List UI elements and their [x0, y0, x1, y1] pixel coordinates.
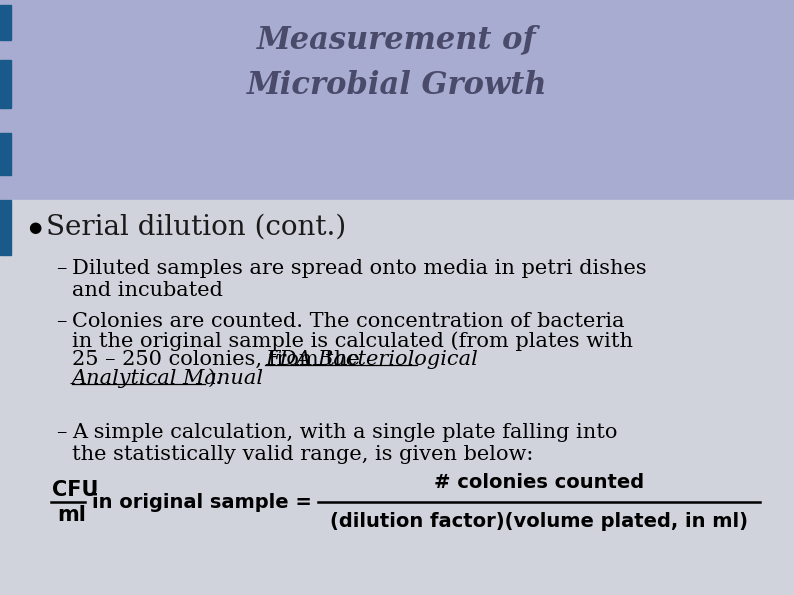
Text: Analytical Manual: Analytical Manual	[72, 369, 264, 388]
Text: # colonies counted: # colonies counted	[434, 473, 644, 492]
Text: FDA Bacteriological: FDA Bacteriological	[265, 350, 478, 369]
Bar	[0, 5, 11, 40]
Text: 25 – 250 colonies, from the: 25 – 250 colonies, from the	[72, 350, 367, 369]
Bar	[0, 60, 11, 108]
Text: ml: ml	[57, 505, 86, 525]
Text: –: –	[56, 312, 67, 331]
Text: Diluted samples are spread onto media in petri dishes
and incubated: Diluted samples are spread onto media in…	[72, 259, 646, 300]
Text: Colonies are counted. The concentration of bacteria: Colonies are counted. The concentration …	[72, 312, 625, 331]
Text: ●: ●	[28, 220, 41, 234]
Bar	[0, 0, 794, 205]
Text: in the original sample is calculated (from plates with: in the original sample is calculated (fr…	[72, 331, 633, 350]
Text: Microbial Growth: Microbial Growth	[247, 70, 547, 101]
Text: CFU: CFU	[52, 480, 98, 500]
Text: in original sample =: in original sample =	[92, 493, 312, 512]
Bar	[0, 200, 11, 255]
Text: (dilution factor)(volume plated, in ml): (dilution factor)(volume plated, in ml)	[330, 512, 748, 531]
Text: Measurement of: Measurement of	[257, 24, 537, 55]
Text: –: –	[56, 259, 67, 278]
Text: –: –	[56, 423, 67, 442]
Text: A simple calculation, with a single plate falling into
the statistically valid r: A simple calculation, with a single plat…	[72, 423, 618, 464]
Text: ).: ).	[208, 369, 223, 388]
Bar	[0, 200, 794, 595]
Text: Serial dilution (cont.): Serial dilution (cont.)	[46, 214, 346, 240]
Bar	[0, 133, 11, 175]
